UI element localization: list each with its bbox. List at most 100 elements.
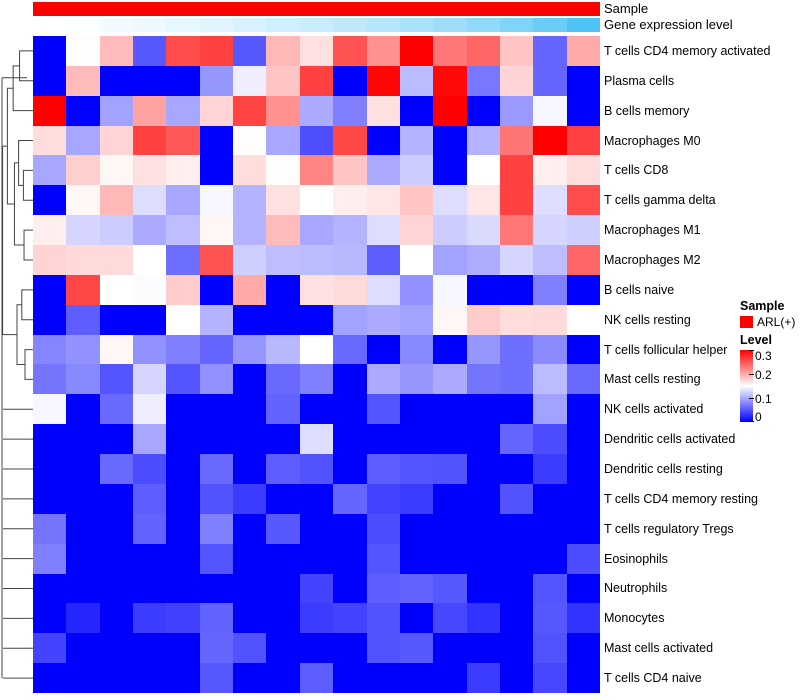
heatmap-cell[interactable] — [166, 513, 200, 544]
heatmap-cell[interactable] — [33, 483, 67, 514]
heatmap-cell[interactable] — [199, 364, 234, 395]
heatmap-cell[interactable] — [166, 36, 200, 66]
heatmap-cell[interactable] — [499, 36, 534, 66]
heatmap-cell[interactable] — [266, 483, 300, 514]
heatmap-cell[interactable] — [333, 364, 367, 395]
heatmap-cell[interactable] — [33, 95, 67, 126]
heatmap-cell[interactable] — [166, 633, 200, 664]
heatmap-cell[interactable] — [333, 424, 367, 455]
heatmap-cell[interactable] — [166, 304, 200, 335]
heatmap-cell[interactable] — [199, 125, 234, 156]
heatmap-cell[interactable] — [366, 274, 400, 305]
heatmap-cell[interactable] — [33, 424, 67, 455]
heatmap-cell[interactable] — [333, 95, 367, 126]
heatmap-cell[interactable] — [99, 245, 134, 275]
heatmap-cell[interactable] — [499, 424, 534, 455]
heatmap-cell[interactable] — [99, 36, 134, 66]
heatmap-cell[interactable] — [266, 36, 300, 66]
heatmap-cell[interactable] — [399, 155, 434, 186]
heatmap-cell[interactable] — [566, 573, 600, 604]
heatmap-cell[interactable] — [333, 543, 367, 574]
heatmap-cell[interactable] — [33, 543, 67, 574]
heatmap-cell[interactable] — [133, 215, 167, 246]
heatmap-cell[interactable] — [366, 543, 400, 574]
heatmap-cell[interactable] — [266, 95, 300, 126]
heatmap-cell[interactable] — [533, 394, 567, 425]
heatmap-cell[interactable] — [166, 424, 200, 455]
heatmap-cell[interactable] — [366, 424, 400, 455]
heatmap-cell[interactable] — [99, 334, 134, 365]
heatmap-cell[interactable] — [266, 304, 300, 335]
heatmap-cell[interactable] — [399, 364, 434, 395]
heatmap-cell[interactable] — [66, 454, 100, 484]
heatmap-cell[interactable] — [333, 304, 367, 335]
heatmap-cell[interactable] — [266, 573, 300, 604]
heatmap-cell[interactable] — [333, 274, 367, 305]
heatmap-cell[interactable] — [233, 65, 267, 96]
heatmap-cell[interactable] — [499, 125, 534, 156]
heatmap-cell[interactable] — [466, 304, 500, 335]
heatmap-cell[interactable] — [366, 513, 400, 544]
heatmap-cell[interactable] — [333, 65, 367, 96]
heatmap-cell[interactable] — [133, 603, 167, 634]
heatmap-cell[interactable] — [466, 65, 500, 96]
heatmap-cell[interactable] — [433, 483, 467, 514]
heatmap-cell[interactable] — [99, 364, 134, 395]
heatmap-cell[interactable] — [533, 633, 567, 664]
heatmap-cell[interactable] — [66, 245, 100, 275]
heatmap-cell[interactable] — [99, 95, 134, 126]
heatmap-cell[interactable] — [399, 483, 434, 514]
heatmap-cell[interactable] — [166, 663, 200, 693]
heatmap-cell[interactable] — [533, 304, 567, 335]
heatmap-cell[interactable] — [133, 274, 167, 305]
heatmap-cell[interactable] — [199, 215, 234, 246]
heatmap-cell[interactable] — [399, 215, 434, 246]
heatmap-cell[interactable] — [233, 513, 267, 544]
heatmap-cell[interactable] — [133, 633, 167, 664]
heatmap-cell[interactable] — [199, 334, 234, 365]
heatmap-cell[interactable] — [433, 185, 467, 216]
heatmap-cell[interactable] — [333, 185, 367, 216]
heatmap-cell[interactable] — [266, 185, 300, 216]
heatmap-cell[interactable] — [566, 513, 600, 544]
heatmap-cell[interactable] — [299, 483, 334, 514]
heatmap-cell[interactable] — [233, 394, 267, 425]
heatmap-cell[interactable] — [166, 454, 200, 484]
heatmap-cell[interactable] — [533, 155, 567, 186]
heatmap-cell[interactable] — [333, 36, 367, 66]
heatmap-cell[interactable] — [366, 215, 400, 246]
heatmap-cell[interactable] — [433, 394, 467, 425]
heatmap-cell[interactable] — [533, 185, 567, 216]
heatmap-cell[interactable] — [233, 125, 267, 156]
heatmap-cell[interactable] — [299, 95, 334, 126]
heatmap-cell[interactable] — [299, 65, 334, 96]
heatmap-cell[interactable] — [533, 454, 567, 484]
heatmap-cell[interactable] — [233, 424, 267, 455]
heatmap-cell[interactable] — [566, 185, 600, 216]
heatmap-cell[interactable] — [166, 215, 200, 246]
heatmap-cell[interactable] — [199, 513, 234, 544]
heatmap-cell[interactable] — [366, 36, 400, 66]
heatmap-cell[interactable] — [433, 513, 467, 544]
heatmap-cell[interactable] — [266, 334, 300, 365]
heatmap-cell[interactable] — [133, 454, 167, 484]
heatmap-cell[interactable] — [466, 543, 500, 574]
heatmap-cell[interactable] — [399, 185, 434, 216]
heatmap-cell[interactable] — [466, 95, 500, 126]
heatmap-cell[interactable] — [299, 394, 334, 425]
heatmap-cell[interactable] — [566, 274, 600, 305]
heatmap-cell[interactable] — [433, 603, 467, 634]
heatmap-cell[interactable] — [66, 274, 100, 305]
heatmap-cell[interactable] — [266, 245, 300, 275]
heatmap-cell[interactable] — [466, 334, 500, 365]
heatmap-cell[interactable] — [466, 424, 500, 455]
heatmap-cell[interactable] — [299, 155, 334, 186]
heatmap-cell[interactable] — [99, 274, 134, 305]
heatmap-cell[interactable] — [199, 304, 234, 335]
heatmap-cell[interactable] — [33, 274, 67, 305]
heatmap-cell[interactable] — [66, 36, 100, 66]
heatmap-cell[interactable] — [533, 245, 567, 275]
heatmap-cell[interactable] — [199, 155, 234, 186]
heatmap-cell[interactable] — [266, 215, 300, 246]
heatmap-cell[interactable] — [266, 603, 300, 634]
